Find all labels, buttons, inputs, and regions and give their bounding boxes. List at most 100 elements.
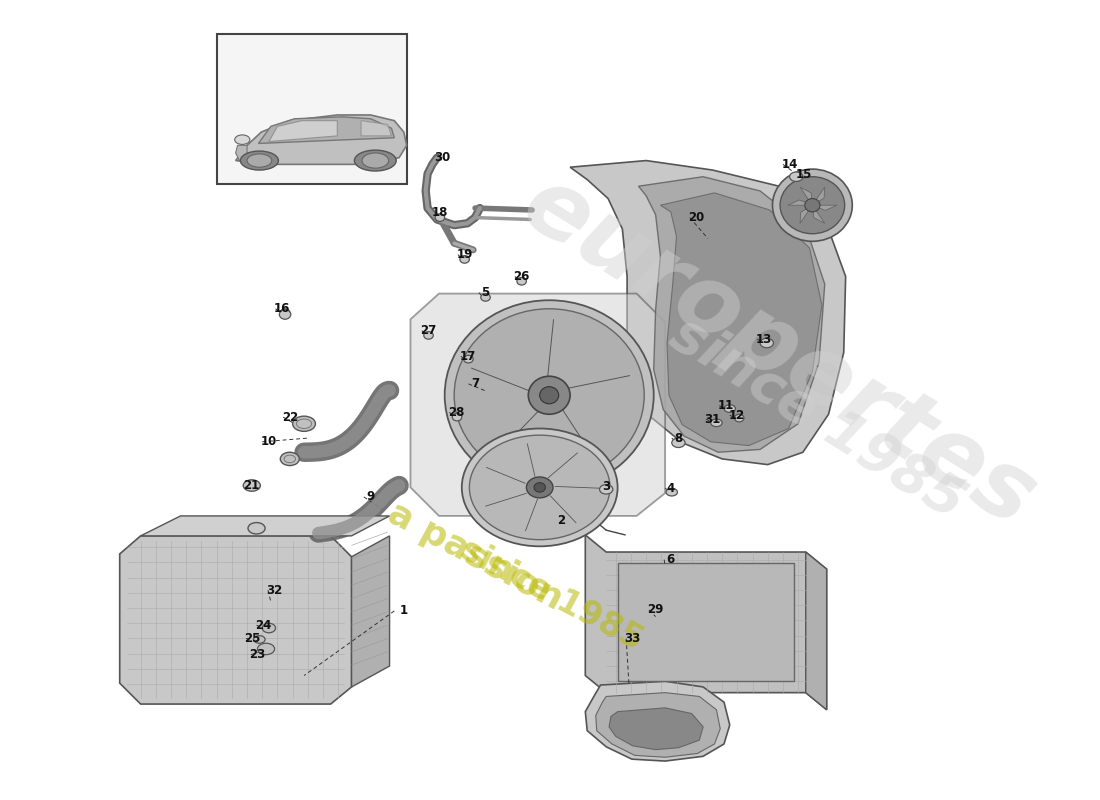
Ellipse shape	[600, 485, 613, 494]
Ellipse shape	[293, 416, 316, 431]
Text: 21: 21	[243, 479, 258, 492]
Ellipse shape	[534, 482, 546, 492]
Polygon shape	[235, 115, 407, 164]
Ellipse shape	[672, 438, 685, 447]
Text: 15: 15	[795, 168, 812, 182]
Polygon shape	[813, 206, 825, 223]
Polygon shape	[550, 496, 576, 523]
Ellipse shape	[735, 414, 744, 422]
Text: 14: 14	[781, 158, 798, 171]
Ellipse shape	[724, 405, 736, 412]
Polygon shape	[660, 193, 822, 446]
Polygon shape	[813, 206, 837, 210]
Text: 29: 29	[648, 603, 663, 617]
Bar	[217, 34, 407, 184]
Polygon shape	[609, 708, 703, 750]
Text: since 1985: since 1985	[660, 307, 974, 531]
Polygon shape	[788, 200, 813, 206]
Ellipse shape	[772, 169, 852, 242]
Polygon shape	[585, 682, 729, 761]
Ellipse shape	[257, 643, 275, 654]
Ellipse shape	[248, 154, 272, 167]
Ellipse shape	[454, 309, 645, 482]
Text: 4: 4	[667, 482, 675, 495]
Text: 33: 33	[625, 632, 641, 645]
Polygon shape	[800, 187, 813, 206]
Text: 3: 3	[602, 480, 610, 493]
Ellipse shape	[243, 480, 261, 491]
Ellipse shape	[436, 214, 444, 222]
Polygon shape	[548, 319, 553, 376]
Polygon shape	[526, 498, 538, 531]
Ellipse shape	[241, 151, 278, 170]
Polygon shape	[496, 411, 538, 454]
Ellipse shape	[354, 150, 396, 171]
Text: 28: 28	[448, 406, 464, 419]
Text: 2: 2	[558, 514, 565, 527]
Polygon shape	[596, 693, 720, 758]
Polygon shape	[471, 368, 529, 390]
Polygon shape	[235, 146, 248, 161]
Ellipse shape	[481, 294, 491, 301]
Polygon shape	[805, 552, 826, 710]
Polygon shape	[120, 536, 352, 704]
Ellipse shape	[280, 309, 289, 316]
Text: 16: 16	[274, 302, 290, 315]
Polygon shape	[485, 494, 527, 506]
Ellipse shape	[780, 177, 845, 234]
Ellipse shape	[234, 135, 250, 145]
Polygon shape	[486, 467, 526, 483]
Text: a passion: a passion	[382, 497, 569, 617]
Ellipse shape	[540, 386, 559, 404]
Text: 5: 5	[482, 286, 490, 299]
Ellipse shape	[279, 310, 290, 319]
Text: 24: 24	[255, 618, 272, 632]
Ellipse shape	[262, 623, 275, 633]
Text: 22: 22	[282, 410, 298, 424]
Polygon shape	[813, 187, 825, 206]
Ellipse shape	[667, 488, 678, 496]
Polygon shape	[585, 535, 826, 710]
Text: 13: 13	[756, 333, 772, 346]
Polygon shape	[638, 177, 825, 452]
Polygon shape	[569, 375, 630, 388]
Polygon shape	[617, 563, 794, 682]
Polygon shape	[141, 516, 389, 536]
Polygon shape	[562, 410, 595, 459]
Text: since 1985: since 1985	[454, 533, 648, 657]
Ellipse shape	[464, 355, 473, 363]
Text: 17: 17	[460, 350, 475, 362]
Ellipse shape	[452, 414, 462, 421]
Ellipse shape	[254, 636, 265, 643]
Polygon shape	[258, 117, 394, 143]
Polygon shape	[352, 536, 389, 687]
Text: 8: 8	[674, 431, 682, 445]
Polygon shape	[361, 121, 392, 136]
Polygon shape	[268, 121, 338, 142]
Text: 19: 19	[456, 248, 473, 261]
Ellipse shape	[760, 338, 773, 348]
Text: 27: 27	[420, 324, 437, 337]
Text: 7: 7	[471, 378, 480, 390]
Text: 20: 20	[689, 211, 705, 224]
Text: 6: 6	[667, 553, 675, 566]
Polygon shape	[527, 443, 535, 477]
Ellipse shape	[424, 331, 433, 339]
Ellipse shape	[790, 172, 803, 182]
Polygon shape	[548, 453, 578, 478]
Text: 30: 30	[434, 151, 451, 164]
Ellipse shape	[248, 522, 265, 534]
Text: 12: 12	[728, 409, 745, 422]
Text: 31: 31	[704, 413, 720, 426]
Text: 9: 9	[366, 490, 375, 503]
Ellipse shape	[460, 255, 470, 263]
Ellipse shape	[528, 376, 570, 414]
Text: 23: 23	[250, 648, 265, 661]
Polygon shape	[570, 161, 846, 465]
Polygon shape	[554, 486, 600, 488]
Ellipse shape	[280, 452, 299, 466]
Text: 11: 11	[718, 399, 734, 412]
Text: europertes: europertes	[506, 158, 1053, 547]
Text: 10: 10	[261, 435, 277, 448]
Polygon shape	[800, 206, 813, 223]
